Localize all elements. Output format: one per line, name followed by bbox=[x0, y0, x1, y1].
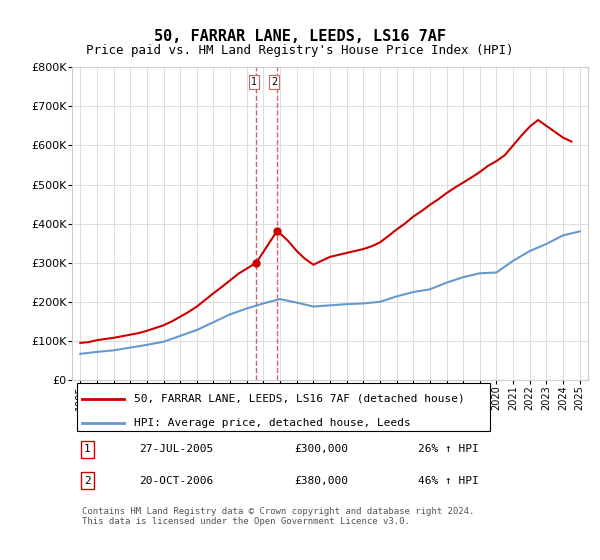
Text: 46% ↑ HPI: 46% ↑ HPI bbox=[418, 475, 478, 486]
FancyBboxPatch shape bbox=[77, 382, 490, 431]
Text: Contains HM Land Registry data © Crown copyright and database right 2024.
This d: Contains HM Land Registry data © Crown c… bbox=[82, 507, 475, 526]
Text: 50, FARRAR LANE, LEEDS, LS16 7AF (detached house): 50, FARRAR LANE, LEEDS, LS16 7AF (detach… bbox=[134, 394, 464, 404]
Text: 20-OCT-2006: 20-OCT-2006 bbox=[139, 475, 214, 486]
Text: Price paid vs. HM Land Registry's House Price Index (HPI): Price paid vs. HM Land Registry's House … bbox=[86, 44, 514, 57]
Text: 2: 2 bbox=[84, 475, 91, 486]
Text: 1: 1 bbox=[251, 77, 257, 87]
Text: 50, FARRAR LANE, LEEDS, LS16 7AF: 50, FARRAR LANE, LEEDS, LS16 7AF bbox=[154, 29, 446, 44]
Text: 27-JUL-2005: 27-JUL-2005 bbox=[139, 444, 214, 454]
Text: HPI: Average price, detached house, Leeds: HPI: Average price, detached house, Leed… bbox=[134, 418, 410, 428]
Text: 26% ↑ HPI: 26% ↑ HPI bbox=[418, 444, 478, 454]
Text: £300,000: £300,000 bbox=[294, 444, 348, 454]
Text: 1: 1 bbox=[84, 444, 91, 454]
Text: £380,000: £380,000 bbox=[294, 475, 348, 486]
Text: 2: 2 bbox=[271, 77, 277, 87]
